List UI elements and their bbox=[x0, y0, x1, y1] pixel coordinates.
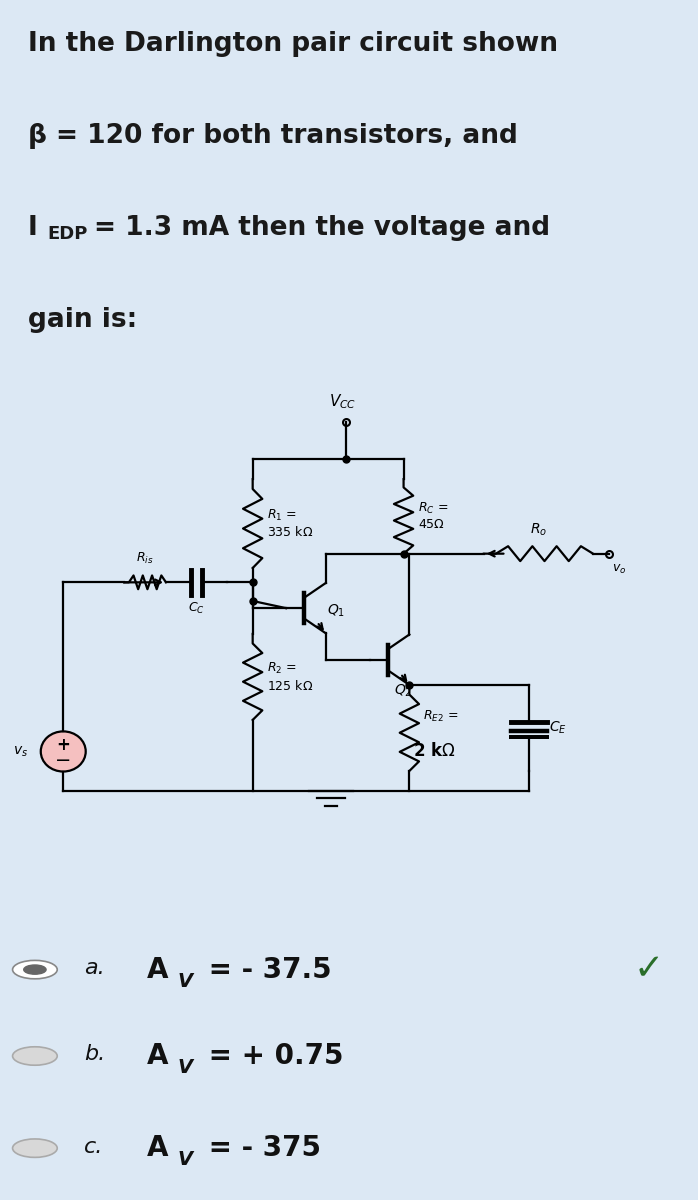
Text: = + 0.75: = + 0.75 bbox=[199, 1042, 343, 1070]
Circle shape bbox=[40, 731, 86, 772]
Text: $C_C$: $C_C$ bbox=[188, 601, 205, 616]
Text: c.: c. bbox=[84, 1136, 103, 1157]
Text: A: A bbox=[147, 1134, 168, 1162]
Text: $Q_1$: $Q_1$ bbox=[327, 602, 345, 619]
Text: −: − bbox=[55, 751, 71, 770]
Text: In the Darlington pair circuit shown: In the Darlington pair circuit shown bbox=[28, 31, 558, 56]
Text: V: V bbox=[178, 972, 193, 991]
Text: $R_{is}$: $R_{is}$ bbox=[136, 551, 154, 566]
Text: $C_E$: $C_E$ bbox=[549, 720, 567, 736]
Text: $V_{CC}$: $V_{CC}$ bbox=[329, 392, 356, 412]
Circle shape bbox=[13, 960, 57, 979]
Text: V: V bbox=[178, 1150, 193, 1169]
Text: = - 375: = - 375 bbox=[199, 1134, 321, 1162]
Text: $v_s$: $v_s$ bbox=[13, 744, 28, 758]
Text: EDP: EDP bbox=[47, 224, 88, 242]
Text: $R_o$: $R_o$ bbox=[530, 521, 547, 538]
Text: 2 k$\Omega$: 2 k$\Omega$ bbox=[413, 742, 455, 760]
Text: = 1.3 mA then the voltage and: = 1.3 mA then the voltage and bbox=[94, 215, 550, 241]
Text: I: I bbox=[28, 215, 38, 241]
Text: b.: b. bbox=[84, 1044, 105, 1064]
Text: $v_o$: $v_o$ bbox=[612, 563, 627, 576]
Text: gain is:: gain is: bbox=[28, 307, 138, 334]
Text: $Q_2$: $Q_2$ bbox=[394, 683, 412, 700]
Text: $R_C$ =
45$\Omega$: $R_C$ = 45$\Omega$ bbox=[417, 502, 448, 532]
Text: A: A bbox=[147, 955, 168, 984]
Text: $R_{E2}$ =: $R_{E2}$ = bbox=[424, 709, 459, 724]
Text: ✓: ✓ bbox=[634, 953, 664, 986]
Text: +: + bbox=[57, 736, 70, 754]
Circle shape bbox=[13, 1046, 57, 1066]
Text: A: A bbox=[147, 1042, 168, 1070]
Text: β = 120 for both transistors, and: β = 120 for both transistors, and bbox=[28, 122, 518, 149]
Circle shape bbox=[24, 965, 46, 974]
Text: $R_2$ =
125 k$\Omega$: $R_2$ = 125 k$\Omega$ bbox=[267, 661, 313, 692]
Circle shape bbox=[13, 1139, 57, 1157]
Text: V: V bbox=[178, 1058, 193, 1078]
Text: $R_1$ =
335 k$\Omega$: $R_1$ = 335 k$\Omega$ bbox=[267, 508, 313, 539]
Text: a.: a. bbox=[84, 958, 105, 978]
Text: = - 37.5: = - 37.5 bbox=[199, 955, 332, 984]
